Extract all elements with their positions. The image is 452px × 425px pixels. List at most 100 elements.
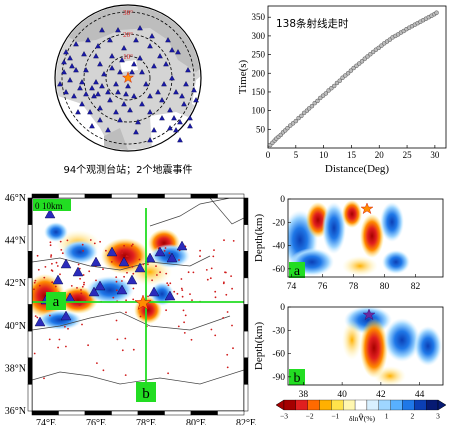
map-border-segment <box>111 410 139 416</box>
event-dot <box>76 287 78 289</box>
colorbar-cell <box>319 399 332 411</box>
event-dot <box>49 244 52 247</box>
station-marker <box>89 85 95 91</box>
station-marker <box>63 89 69 95</box>
section-xtick-label: 82 <box>411 282 421 292</box>
profile-b-label: b <box>142 386 150 402</box>
station-marker <box>61 59 67 65</box>
map-border-segment <box>27 277 33 305</box>
event-dot <box>54 285 57 288</box>
event-dot <box>55 261 58 264</box>
event-dot <box>126 271 128 274</box>
circle-label-20: 20° <box>123 31 133 39</box>
station-marker <box>161 81 167 87</box>
event-dot <box>125 311 127 314</box>
section-b-frame <box>287 306 444 386</box>
station-marker <box>169 47 175 53</box>
station-marker <box>129 69 135 75</box>
event-dot <box>110 261 113 263</box>
station-marker <box>73 67 79 73</box>
event-dot <box>191 299 193 301</box>
event-dot <box>64 325 66 328</box>
station-marker <box>171 115 177 121</box>
station-marker <box>151 63 157 69</box>
station-marker <box>175 49 181 55</box>
map-border-segment <box>111 193 139 199</box>
event-dot <box>213 249 215 252</box>
station-marker <box>149 33 155 39</box>
station-marker <box>72 266 84 277</box>
event-dot <box>95 279 97 282</box>
scatter-point <box>359 59 365 64</box>
map-border-segment <box>58 410 86 416</box>
map-border-segment <box>243 357 249 385</box>
map-lon-label: 74°E <box>36 418 56 425</box>
event-dot <box>206 278 209 281</box>
event-dot <box>225 293 228 296</box>
map-stations <box>34 208 188 327</box>
event-dot <box>66 239 69 242</box>
station-marker <box>34 316 46 327</box>
event-dot <box>51 270 54 272</box>
station-marker <box>181 101 187 107</box>
colorbar-low-arrow <box>275 399 285 411</box>
event-dot <box>226 311 229 313</box>
station-marker <box>131 93 137 99</box>
section-xtick-label: 76 <box>318 282 328 292</box>
station-marker <box>67 77 73 83</box>
map-border-segment <box>137 193 165 199</box>
scatter-xtick-label: 20 <box>375 150 385 160</box>
event-dot <box>189 293 191 295</box>
colorbar-cell <box>354 399 368 411</box>
station-marker <box>147 109 153 115</box>
event-dot <box>96 362 98 364</box>
event-dot <box>226 366 229 369</box>
event-dot <box>205 269 208 271</box>
scatter-xtick-label: 5 <box>294 150 299 160</box>
map-border-segment <box>84 193 112 199</box>
station-marker <box>116 284 128 295</box>
event-dot <box>83 281 85 284</box>
colorbar-title: δlnV(%) <box>349 414 376 423</box>
station-marker <box>177 119 183 125</box>
event-dot <box>156 274 158 276</box>
station-marker <box>139 69 145 75</box>
station-marker <box>117 117 123 123</box>
station-marker <box>95 43 101 49</box>
event-dot <box>79 277 81 280</box>
station-marker <box>60 310 72 321</box>
map-border-segment <box>84 410 112 416</box>
scale-bar-unit: 10km <box>42 201 63 211</box>
event-dot <box>165 272 168 275</box>
event-dot <box>115 280 118 283</box>
colorbar-cell <box>366 399 379 411</box>
map-border-segment <box>27 197 33 225</box>
station-marker <box>105 127 111 133</box>
event-dot <box>121 280 123 282</box>
scatter-ytick-label: 150 <box>252 87 266 97</box>
scatter-xlabel: Distance(Deg) <box>325 163 389 175</box>
event-dot <box>61 252 64 255</box>
event-dot <box>80 289 82 291</box>
event-dot <box>182 309 185 312</box>
map-lon-label: 82°E <box>236 418 256 425</box>
circle-label-10: 10° <box>123 53 133 61</box>
scatter-point <box>337 78 343 83</box>
scatter-xtick-label: 30 <box>430 150 440 160</box>
event-dot <box>81 323 83 326</box>
event-dot <box>88 270 91 273</box>
map-border-segment <box>190 193 218 199</box>
scatter-point <box>315 98 320 104</box>
station-marker <box>77 85 83 91</box>
station-marker <box>187 123 193 129</box>
map-lat-label: 46°N <box>5 193 26 204</box>
event-dot <box>37 268 40 271</box>
station-marker <box>99 27 105 33</box>
station-marker <box>90 256 102 267</box>
section-ytick-label: -40 <box>272 242 285 252</box>
scatter-point <box>331 83 337 89</box>
event-dot <box>138 258 141 261</box>
event-dot <box>33 352 36 355</box>
map-border-segment <box>27 357 33 385</box>
